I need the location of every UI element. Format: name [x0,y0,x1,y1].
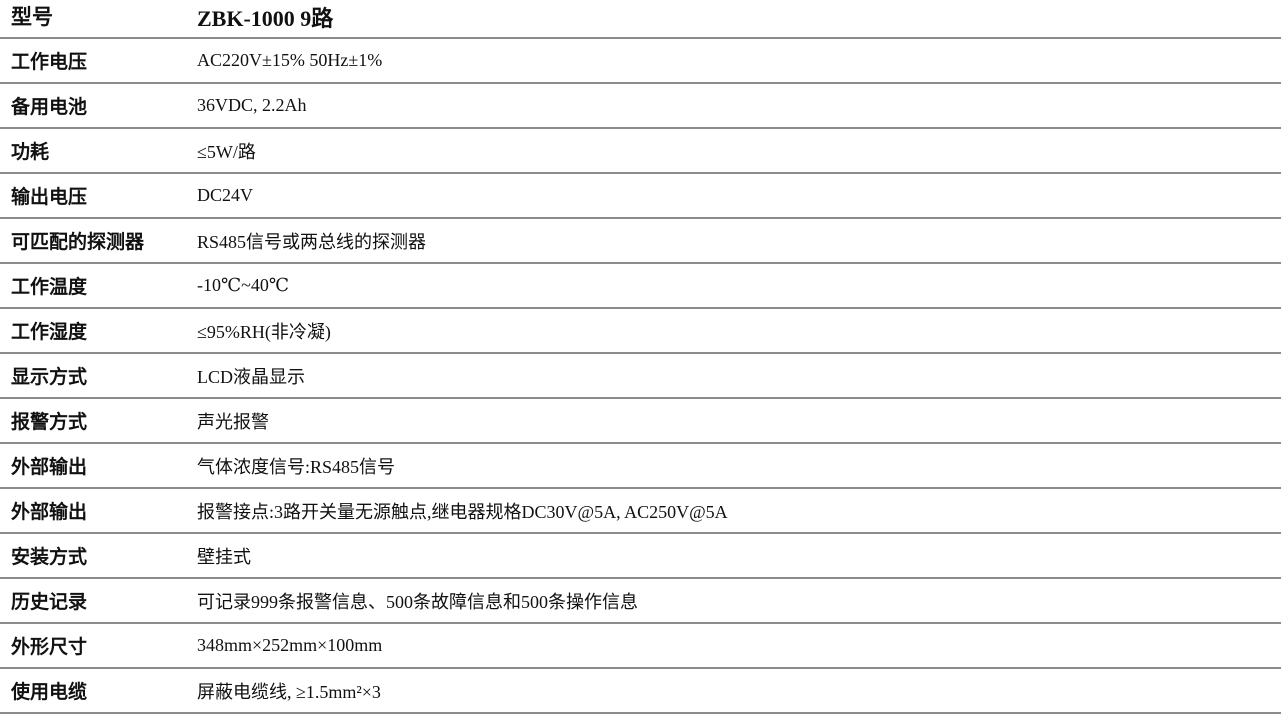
row-label: 备用电池 [11,96,88,118]
row-label: 工作温度 [11,276,88,298]
row-label: 外部输出 [11,501,88,523]
table-row: 工作湿度 ≤95%RH(非冷凝) [0,309,1281,354]
row-label: 型号 [11,5,53,29]
table-row: 历史记录 可记录999条报警信息、500条故障信息和500条操作信息 [0,579,1281,624]
table-row: 备用电池 36VDC, 2.2Ah [0,84,1281,129]
row-value: 壁挂式 [197,546,251,567]
row-label: 安装方式 [11,546,88,568]
table-row: 外部输出 气体浓度信号:RS485信号 [0,444,1281,489]
table-row: 工作温度 -10℃~40℃ [0,264,1281,309]
row-label: 显示方式 [11,366,88,388]
table-row: 输出电压 DC24V [0,174,1281,219]
row-label: 历史记录 [11,591,88,613]
row-label: 外形尺寸 [11,636,88,658]
row-value: 报警接点:3路开关量无源触点,继电器规格DC30V@5A, AC250V@5A [197,501,728,522]
table-row: 外形尺寸 348mm×252mm×100mm [0,624,1281,669]
table-row: 外部输出 报警接点:3路开关量无源触点,继电器规格DC30V@5A, AC250V… [0,489,1281,534]
row-value: 348mm×252mm×100mm [197,635,383,655]
row-label: 使用电缆 [11,681,88,703]
row-label: 工作电压 [11,51,88,73]
row-label: 输出电压 [11,186,88,208]
row-label: 工作湿度 [11,321,88,343]
table-header-row: 型号 ZBK-1000 9路 [0,0,1281,39]
row-value: LCD液晶显示 [197,366,305,387]
table-row: 工作电压 AC220V±15% 50Hz±1% [0,39,1281,84]
row-value: ≤95%RH(非冷凝) [197,321,331,342]
row-value: 36VDC, 2.2Ah [197,95,307,115]
table-row: 报警方式 声光报警 [0,399,1281,444]
table-row: 使用电缆 屏蔽电缆线, ≥1.5mm²×3 [0,669,1281,714]
row-value: DC24V [197,185,254,205]
table-row: 可匹配的探测器 RS485信号或两总线的探测器 [0,219,1281,264]
row-label: 功耗 [11,141,50,163]
row-label: 外部输出 [11,456,88,478]
row-value: RS485信号或两总线的探测器 [197,231,427,252]
row-value: 声光报警 [197,411,269,432]
table-row: 安装方式 壁挂式 [0,534,1281,579]
row-value: 可记录999条报警信息、500条故障信息和500条操作信息 [197,591,638,612]
row-value: -10℃~40℃ [197,275,290,295]
table-row: 显示方式 LCD液晶显示 [0,354,1281,399]
row-value: 屏蔽电缆线, ≥1.5mm²×3 [197,681,381,702]
row-value: ≤5W/路 [197,141,256,162]
row-label: 报警方式 [11,411,88,433]
row-value: AC220V±15% 50Hz±1% [197,50,383,70]
table-row: 功耗 ≤5W/路 [0,129,1281,174]
row-label: 可匹配的探测器 [11,231,145,253]
row-value: 气体浓度信号:RS485信号 [197,456,396,477]
row-value: ZBK-1000 9路 [197,6,334,31]
